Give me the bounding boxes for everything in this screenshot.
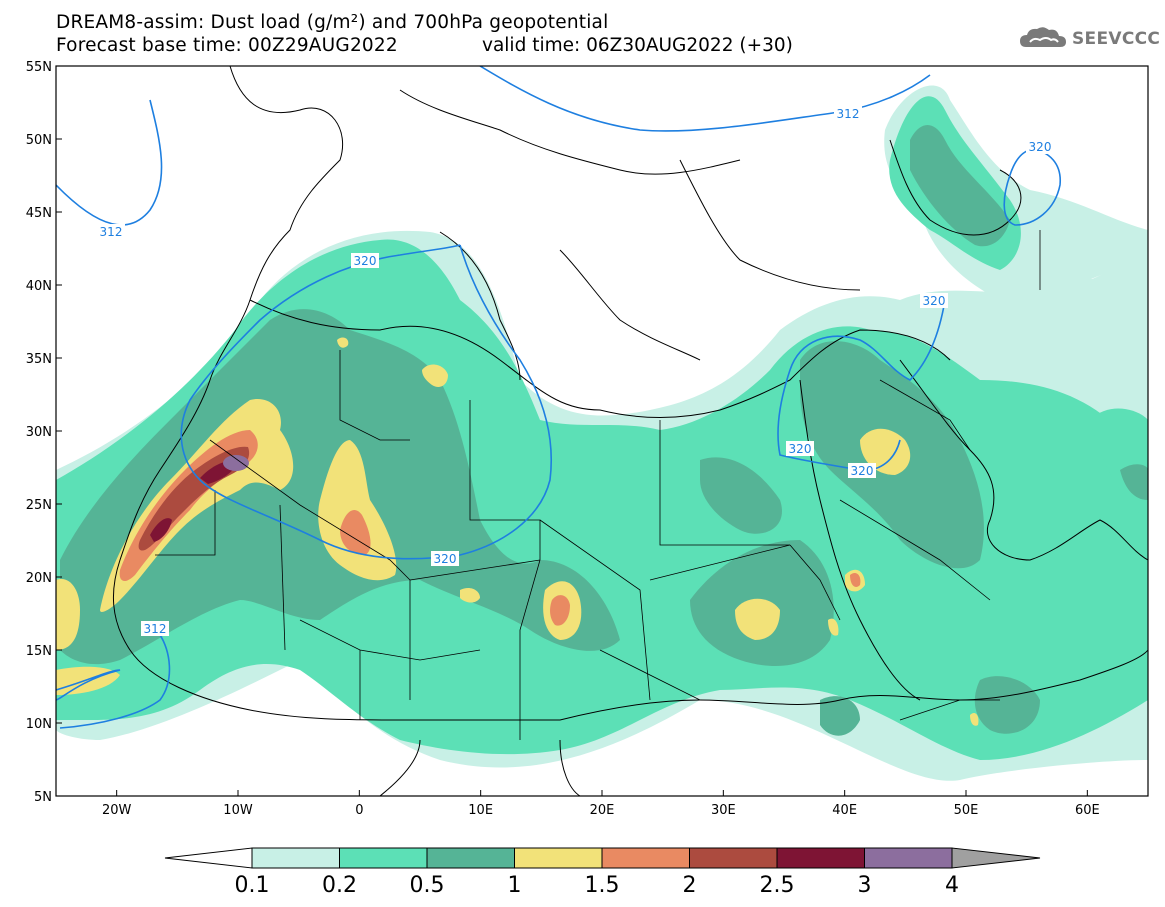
contour-label-bg <box>141 621 169 636</box>
coastlines <box>112 66 1148 796</box>
colorbar-label: 2.5 <box>760 873 795 898</box>
colorbar-label: 1 <box>508 873 522 898</box>
lat-tick-label: 10N <box>26 717 52 732</box>
cloud-icon <box>1020 27 1066 47</box>
colorbar-label: 0.5 <box>410 873 445 898</box>
colorbar-bin <box>689 847 778 869</box>
lon-tick-label: 50E <box>954 803 979 818</box>
contour-label: 312 <box>837 107 860 121</box>
contour-label: 320 <box>851 464 874 478</box>
dust-field <box>56 85 1148 781</box>
colorbar-bin <box>339 847 428 869</box>
colorbar-label: 0.1 <box>235 873 270 898</box>
contour-label: 312 <box>144 622 167 636</box>
lat-tick-label: 45N <box>26 206 52 221</box>
colorbar-bin <box>426 847 515 869</box>
contour-label: 320 <box>1029 140 1052 154</box>
colorbar-bin <box>864 847 953 869</box>
lon-tick-label: 20W <box>102 803 132 818</box>
chart-title: DREAM8-assim: Dust load (g/m²) and 700hP… <box>56 12 609 33</box>
lon-tick-label: 30E <box>711 803 736 818</box>
dust-level-3 <box>223 455 249 471</box>
colorbar-label: 2 <box>683 873 697 898</box>
contour-label-bg <box>920 293 948 308</box>
colorbar-label: 4 <box>945 873 959 898</box>
colorbar-low-arrow <box>164 847 253 869</box>
lat-tick-label: 25N <box>26 498 52 513</box>
colorbar-high-arrow <box>951 847 1041 869</box>
seevccc-logo: SEEVCCC <box>1018 24 1160 54</box>
contour-label: 320 <box>434 552 457 566</box>
contour-label-bg <box>786 441 814 456</box>
colorbar-bin <box>776 847 865 869</box>
colorbar-label: 3 <box>858 873 872 898</box>
forecast-base-time: Forecast base time: 00Z29AUG2022 <box>56 35 398 56</box>
valid-time: valid time: 06Z30AUG2022 (+30) <box>482 35 793 56</box>
contour-label-bg <box>97 224 125 239</box>
contour-label-bg <box>351 253 379 268</box>
contour-labels: 312 312 312 320 320 320 320 320 320 <box>97 106 1054 636</box>
colorbar: 0.1 0.2 0.5 1 1.5 2 2.5 3 4 <box>164 847 1041 898</box>
lon-tick-label: 40E <box>832 803 857 818</box>
lat-tick-label: 5N <box>34 790 52 805</box>
contour-label-bg <box>1026 139 1054 154</box>
colorbar-bin <box>251 847 340 869</box>
contour-label: 320 <box>923 294 946 308</box>
map-axes: 20W 10W 0 10E 20E 30E 40E 50E 60E 55N 50N 45N 40N 35N… <box>26 60 1100 818</box>
lat-tick-label: 20N <box>26 571 52 586</box>
logo-text: SEEVCCC <box>1072 29 1161 49</box>
contour-label: 320 <box>789 442 812 456</box>
contour-label: 320 <box>354 254 377 268</box>
lon-tick-label: 10W <box>223 803 253 818</box>
lon-tick-label: 20E <box>590 803 615 818</box>
colorbar-label: 0.2 <box>322 873 357 898</box>
lat-tick-label: 15N <box>26 644 52 659</box>
colorbar-bin <box>514 847 603 869</box>
lon-tick-label: 0 <box>355 803 363 818</box>
country-borders <box>155 230 1041 740</box>
lon-tick-label: 60E <box>1075 803 1100 818</box>
lon-tick-label: 10E <box>468 803 493 818</box>
contour-label: 312 <box>100 225 123 239</box>
lat-tick-label: 30N <box>26 425 52 440</box>
contour-label-bg <box>848 463 876 478</box>
lat-tick-label: 55N <box>26 60 52 75</box>
lat-tick-label: 40N <box>26 279 52 294</box>
contour-label-bg <box>431 551 459 566</box>
colorbar-bin <box>601 847 690 869</box>
contour-label-bg <box>834 106 862 121</box>
colorbar-label: 1.5 <box>585 873 620 898</box>
lat-tick-label: 50N <box>26 133 52 148</box>
lat-tick-label: 35N <box>26 352 52 367</box>
